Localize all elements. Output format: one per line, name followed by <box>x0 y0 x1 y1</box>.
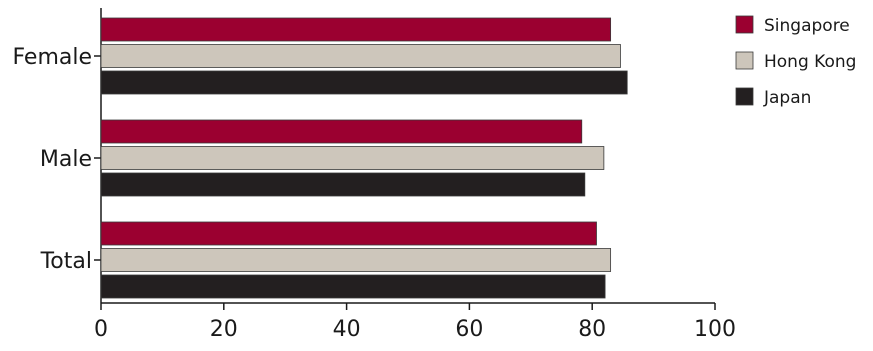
x-tick-label: 80 <box>578 317 606 342</box>
x-tick-label: 40 <box>333 317 361 342</box>
category-label: Male <box>40 147 92 172</box>
bar <box>100 17 612 42</box>
bar <box>100 221 597 246</box>
legend-label: Singapore <box>764 16 850 36</box>
legend-label: Japan <box>763 88 811 108</box>
legend-swatch <box>735 51 754 70</box>
bar <box>100 274 606 299</box>
bar <box>100 146 605 170</box>
category-label: Total <box>40 249 92 274</box>
bar <box>100 172 586 197</box>
x-tick-label: 60 <box>455 317 483 342</box>
x-tick-label: 100 <box>694 317 736 342</box>
category-label: Female <box>12 45 92 70</box>
bar <box>100 248 612 272</box>
x-tick-label: 0 <box>94 317 108 342</box>
bar <box>100 44 621 68</box>
bar <box>100 70 628 95</box>
legend-swatch <box>735 87 754 106</box>
x-tick-label: 20 <box>210 317 238 342</box>
legend-swatch <box>735 15 754 34</box>
legend-label: Hong Kong <box>764 52 856 72</box>
bar <box>100 119 583 144</box>
